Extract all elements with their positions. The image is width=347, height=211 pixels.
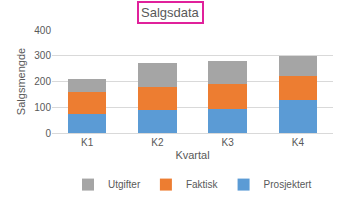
- svg-text:100: 100: [34, 102, 51, 113]
- svg-text:0: 0: [45, 128, 51, 139]
- svg-text:Faktisk: Faktisk: [186, 179, 219, 190]
- svg-text:K4: K4: [292, 137, 305, 148]
- svg-text:300: 300: [34, 50, 51, 61]
- svg-text:Kvartal: Kvartal: [175, 149, 209, 161]
- svg-text:Salgsdata: Salgsdata: [141, 5, 200, 20]
- svg-text:Utgifter: Utgifter: [108, 179, 141, 190]
- svg-text:K1: K1: [81, 137, 94, 148]
- svg-text:K2: K2: [151, 137, 164, 148]
- svg-text:200: 200: [34, 76, 51, 87]
- svg-text:K3: K3: [222, 137, 235, 148]
- svg-text:400: 400: [34, 25, 51, 36]
- svg-text:Salgsmengde: Salgsmengde: [15, 48, 27, 115]
- svg-text:Prosjektert: Prosjektert: [264, 179, 312, 190]
